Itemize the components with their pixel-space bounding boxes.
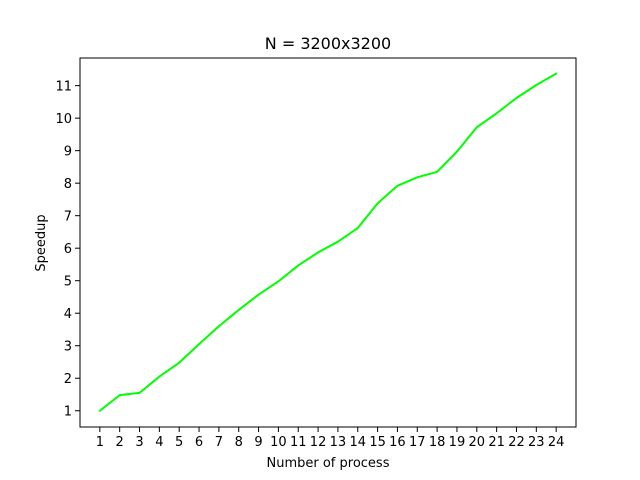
x-axis: 1 2 3 4 5 6 7 8 9 10 11 12 13 14 15 16 17 18 19 20 21 22 23 24 [96,427,565,450]
x-tick-label: 2 [116,435,124,450]
x-tick-label: 20 [469,435,486,450]
x-tick-label: 14 [349,435,366,450]
y-tick-label: 4 [64,307,72,322]
y-tick-label: 7 [64,210,72,225]
y-tick-label: 11 [55,80,72,95]
x-tick-label: 15 [369,435,386,450]
y-axis-label: Speedup [34,214,49,271]
x-tick-label: 5 [175,435,183,450]
x-tick-label: 21 [488,435,505,450]
x-tick-label: 6 [195,435,203,450]
speedup-series-line [98,72,558,412]
x-tick-label: 13 [330,435,347,450]
x-tick-label: 7 [215,435,223,450]
x-tick-label: 23 [528,435,545,450]
plot-frame [79,57,577,428]
x-tick-label: 10 [270,435,287,450]
x-tick-label: 12 [310,435,327,450]
x-tick-label: 16 [389,435,406,450]
x-tick-label: 3 [135,435,143,450]
chart-title: N = 3200x3200 [265,34,391,53]
x-tick-label: 4 [155,435,163,450]
x-tick-label: 17 [409,435,426,450]
series-layer [98,72,558,412]
y-tick-label: 2 [64,372,72,387]
x-tick-label: 24 [548,435,565,450]
x-tick-label: 11 [290,435,307,450]
y-tick-label: 5 [64,275,72,290]
y-tick-label: 8 [64,177,72,192]
x-axis-label: Number of process [267,456,390,471]
x-tick-label: 8 [235,435,243,450]
y-tick-label: 10 [55,112,72,127]
y-tick-label: 9 [64,145,72,160]
y-axis: 1 2 3 4 5 6 7 8 9 10 11 [55,80,80,420]
x-tick-label: 1 [96,435,104,450]
x-tick-label: 9 [254,435,262,450]
x-tick-label: 18 [429,435,446,450]
plot-area [80,58,576,427]
y-tick-label: 3 [64,340,72,355]
y-tick-label: 6 [64,242,72,257]
x-tick-label: 22 [508,435,525,450]
x-tick-label: 19 [449,435,466,450]
y-tick-label: 1 [64,405,72,420]
